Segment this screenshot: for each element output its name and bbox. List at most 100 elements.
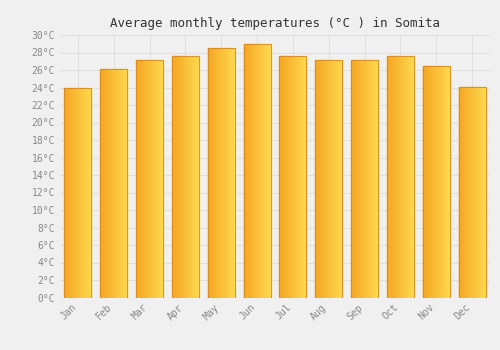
Bar bbox=[392, 56, 393, 298]
Bar bbox=[340, 60, 341, 298]
Bar bbox=[72, 88, 73, 298]
Bar bbox=[481, 87, 482, 298]
Bar bbox=[100, 69, 101, 297]
Bar bbox=[268, 44, 269, 298]
Bar bbox=[298, 56, 299, 298]
Bar bbox=[102, 69, 103, 297]
Bar bbox=[377, 60, 378, 298]
Bar bbox=[423, 66, 450, 297]
Bar bbox=[155, 60, 156, 298]
Bar bbox=[316, 60, 317, 298]
Bar bbox=[261, 44, 262, 298]
Bar bbox=[434, 66, 435, 297]
Bar bbox=[180, 56, 181, 298]
Bar bbox=[351, 60, 378, 298]
Bar bbox=[436, 66, 437, 297]
Bar bbox=[185, 56, 186, 298]
Bar bbox=[74, 88, 75, 298]
Bar bbox=[359, 60, 360, 298]
Bar bbox=[303, 56, 304, 298]
Bar bbox=[466, 87, 467, 298]
Bar bbox=[319, 60, 320, 298]
Bar bbox=[88, 88, 89, 298]
Bar bbox=[232, 48, 233, 298]
Bar bbox=[438, 66, 439, 297]
Bar bbox=[212, 48, 213, 298]
Bar bbox=[80, 88, 81, 298]
Bar bbox=[120, 69, 122, 297]
Bar bbox=[341, 60, 342, 298]
Bar bbox=[458, 87, 485, 298]
Bar bbox=[464, 87, 465, 298]
Bar bbox=[209, 48, 210, 298]
Bar bbox=[302, 56, 303, 298]
Bar bbox=[280, 56, 306, 298]
Bar bbox=[149, 60, 150, 298]
Bar bbox=[441, 66, 442, 297]
Bar bbox=[136, 60, 163, 298]
Bar bbox=[324, 60, 325, 298]
Bar bbox=[208, 48, 209, 298]
Bar bbox=[292, 56, 293, 298]
Bar bbox=[460, 87, 461, 298]
Bar bbox=[76, 88, 77, 298]
Bar bbox=[448, 66, 449, 297]
Bar bbox=[89, 88, 90, 298]
Bar bbox=[370, 60, 371, 298]
Bar bbox=[265, 44, 266, 298]
Bar bbox=[401, 56, 402, 298]
Bar bbox=[373, 60, 374, 298]
Bar bbox=[443, 66, 444, 297]
Bar bbox=[105, 69, 106, 297]
Bar bbox=[326, 60, 327, 298]
Bar bbox=[214, 48, 215, 298]
Bar bbox=[409, 56, 410, 298]
Bar bbox=[413, 56, 414, 298]
Bar bbox=[404, 56, 406, 298]
Bar bbox=[389, 56, 390, 298]
Bar bbox=[186, 56, 187, 298]
Bar bbox=[299, 56, 300, 298]
Bar bbox=[181, 56, 182, 298]
Bar bbox=[218, 48, 219, 298]
Bar bbox=[250, 44, 251, 298]
Bar bbox=[254, 44, 255, 298]
Bar bbox=[118, 69, 119, 297]
Bar bbox=[402, 56, 403, 298]
Bar bbox=[361, 60, 362, 298]
Bar bbox=[150, 60, 151, 298]
Bar bbox=[109, 69, 110, 297]
Bar bbox=[475, 87, 476, 298]
Bar bbox=[301, 56, 302, 298]
Bar bbox=[157, 60, 158, 298]
Bar bbox=[151, 60, 152, 298]
Bar bbox=[458, 87, 459, 298]
Bar bbox=[431, 66, 432, 297]
Bar bbox=[424, 66, 425, 297]
Bar bbox=[286, 56, 287, 298]
Bar bbox=[215, 48, 216, 298]
Bar bbox=[256, 44, 257, 298]
Bar bbox=[400, 56, 401, 298]
Bar bbox=[300, 56, 301, 298]
Bar bbox=[191, 56, 192, 298]
Bar bbox=[430, 66, 431, 297]
Bar bbox=[178, 56, 179, 298]
Bar bbox=[317, 60, 318, 298]
Bar bbox=[90, 88, 91, 298]
Bar bbox=[355, 60, 356, 298]
Bar bbox=[297, 56, 298, 298]
Bar bbox=[427, 66, 428, 297]
Bar bbox=[283, 56, 284, 298]
Bar bbox=[352, 60, 353, 298]
Bar bbox=[469, 87, 470, 298]
Bar bbox=[467, 87, 468, 298]
Bar bbox=[258, 44, 259, 298]
Bar bbox=[136, 60, 137, 298]
Bar bbox=[471, 87, 472, 298]
Bar bbox=[446, 66, 447, 297]
Bar bbox=[330, 60, 331, 298]
Bar bbox=[435, 66, 436, 297]
Bar bbox=[148, 60, 149, 298]
Bar bbox=[470, 87, 471, 298]
